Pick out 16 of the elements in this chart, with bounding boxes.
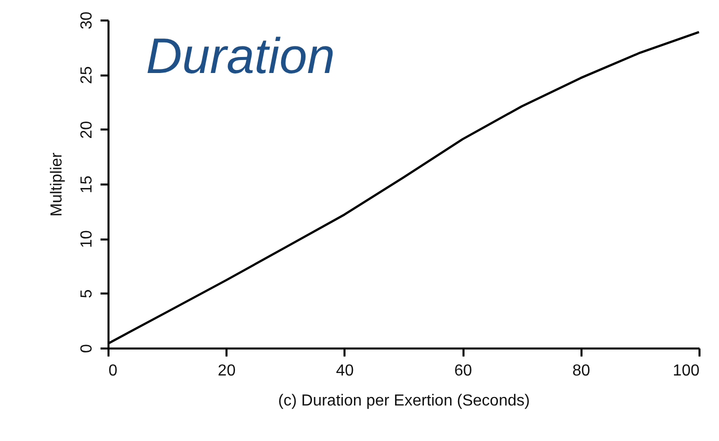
x-tick-label: 20 <box>218 362 236 380</box>
y-axis-title: Multiplier <box>48 152 66 217</box>
x-tick-label: 60 <box>454 362 472 380</box>
x-tick-label: 100 <box>672 362 700 380</box>
x-tick-label: 40 <box>336 362 354 380</box>
chart-title: Duration <box>146 28 335 84</box>
x-tick-label: 80 <box>572 362 590 380</box>
x-axis-title: (c) Duration per Exertion (Seconds) <box>278 392 530 410</box>
y-tick-label: 30 <box>78 12 96 30</box>
y-tick-label: 0 <box>78 344 96 353</box>
y-tick-label: 5 <box>78 289 96 298</box>
y-tick-label: 20 <box>78 120 96 139</box>
y-tick-label: 15 <box>78 176 96 194</box>
x-tick-label: 0 <box>108 362 118 380</box>
y-tick-label: 25 <box>78 66 96 84</box>
y-tick-label: 10 <box>78 230 96 248</box>
